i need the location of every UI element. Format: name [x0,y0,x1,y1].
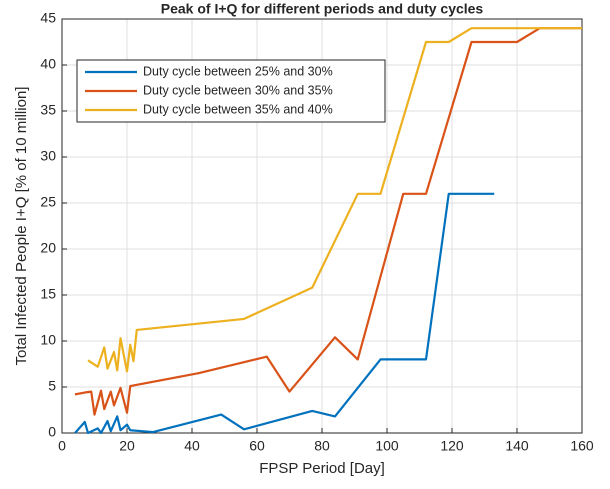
x-tick-label: 160 [570,438,594,454]
y-tick-label: 45 [40,10,56,26]
x-tick-label: 120 [440,438,464,454]
chart-title: Peak of I+Q for different periods and du… [161,1,484,17]
x-tick-label: 60 [249,438,265,454]
series-line [74,27,582,416]
x-tick-label: 140 [505,438,529,454]
y-tick-label: 10 [40,332,56,348]
y-tick-label: 40 [40,56,56,72]
y-tick-label: 15 [40,286,56,302]
legend-label: Duty cycle between 30% and 35% [143,83,333,97]
y-tick-label: 35 [40,102,56,118]
y-tick-label: 20 [40,240,56,256]
x-tick-label: 0 [58,438,66,454]
y-tick-label: 30 [40,148,56,164]
x-tick-label: 100 [375,438,399,454]
x-tick-label: 40 [184,438,200,454]
x-axis-label: FPSP Period [Day] [259,460,385,477]
y-tick-label: 25 [40,194,56,210]
y-tick-label: 5 [48,378,56,394]
series-line [87,27,582,373]
y-axis-label: Total Infected People I+Q [% of 10 milli… [13,87,30,366]
y-tick-label: 0 [48,424,56,440]
legend-label: Duty cycle between 25% and 30% [143,64,333,78]
series-line [74,192,495,435]
legend-label: Duty cycle between 35% and 40% [143,102,333,116]
x-tick-label: 80 [314,438,330,454]
x-tick-label: 20 [119,438,135,454]
axes-box [61,18,583,434]
